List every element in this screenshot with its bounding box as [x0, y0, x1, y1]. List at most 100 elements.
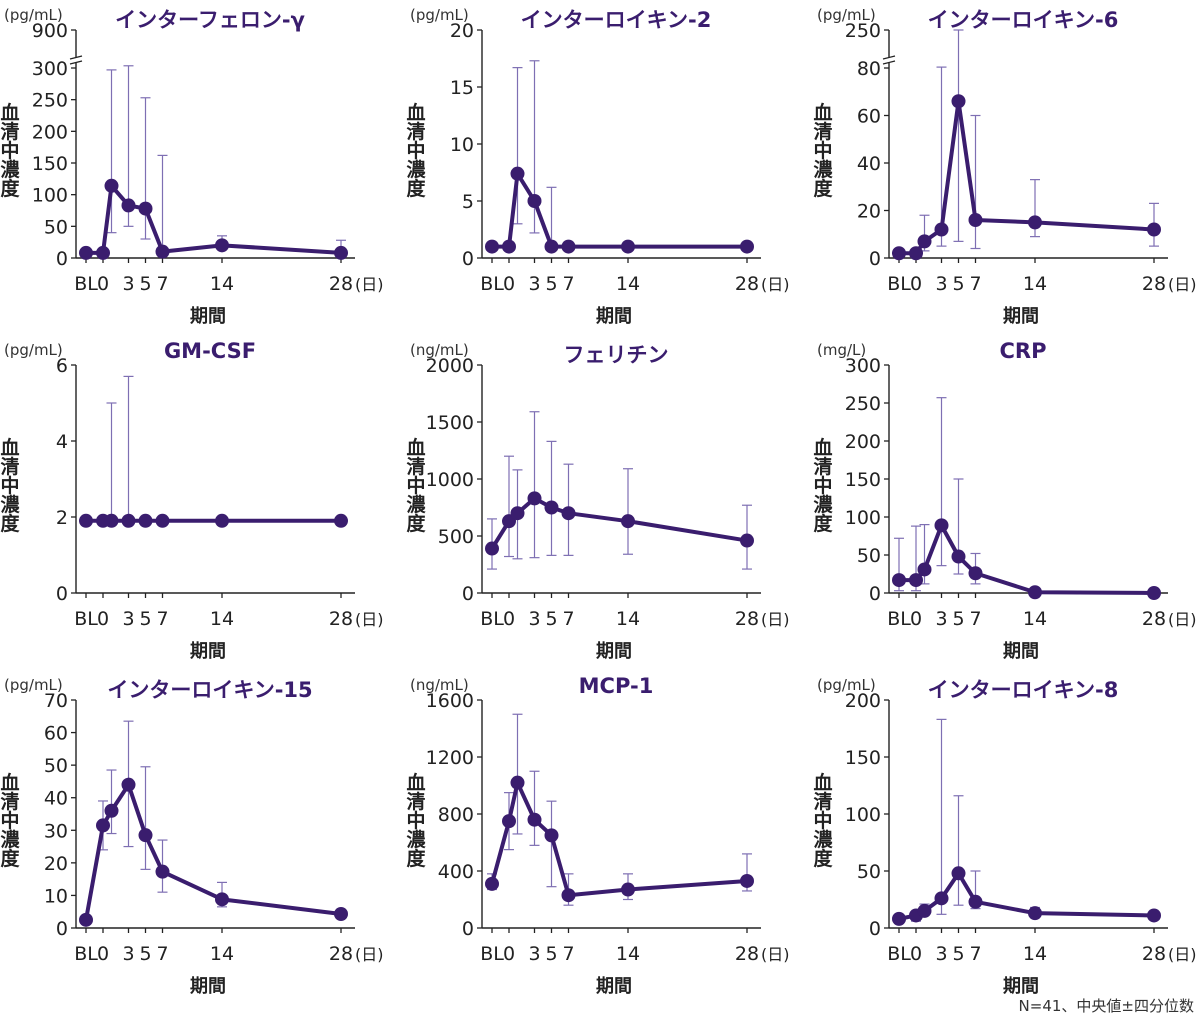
data-point [96, 818, 110, 833]
x-tick-label: 28 [735, 608, 759, 630]
chart-panel: (pg/mL) インターロイキン-6 血清中濃度 期間 0 20 40 60 80 250 BL 0 3… [813, 6, 1200, 346]
y-tick-label: 0 [869, 248, 881, 270]
y-tick-label: 2000 [426, 355, 474, 377]
y-tick-label: 20 [450, 20, 474, 42]
data-point [96, 245, 110, 260]
y-axis-label: 血清中濃度 [813, 437, 833, 535]
x-tick-label: 28 [1142, 273, 1166, 295]
chart-panel: (ng/mL) フェリチン 血清中濃度 期間 0 500 1000 1500 2000 BL 0 3 5… [406, 341, 806, 681]
data-point [951, 549, 966, 564]
y-tick-label: 2 [56, 507, 68, 529]
y-tick-label: 800 [438, 804, 474, 826]
x-tick-label: 7 [156, 273, 168, 295]
data-point [485, 541, 499, 556]
x-tick-label: 28 [1142, 608, 1166, 630]
y-tick-label: 250 [32, 90, 68, 112]
data-point [104, 178, 119, 193]
x-tick-label: 5 [139, 608, 151, 630]
chart-panel: (pg/mL) インターロイキン-8 血清中濃度 期間 0 50 100 150 200 BL 0 3… [813, 676, 1200, 1016]
y-tick-label: 0 [56, 248, 68, 270]
y-axis-label: 血清中濃度 [406, 772, 426, 870]
chart-title: CRP [999, 339, 1047, 363]
data-point [1147, 586, 1161, 600]
x-tick-label: 0 [503, 943, 515, 965]
x-axis-label: 期間 [190, 306, 226, 327]
median-line [84, 782, 342, 921]
data-point [1147, 222, 1161, 237]
x-tick-label: 5 [139, 943, 151, 965]
data-point [561, 888, 576, 903]
x-tick-label: 5 [545, 943, 557, 965]
median-line [899, 523, 1155, 595]
chart-title: インターロイキン-8 [927, 678, 1119, 702]
x-tick-label: 28 [735, 273, 759, 295]
y-axis-label: 血清中濃度 [406, 437, 426, 535]
x-tick-label: 5 [545, 273, 557, 295]
chart-title: インターロイキン-6 [927, 8, 1119, 32]
y-tick-label: 0 [462, 918, 474, 940]
y-tick-label: 1200 [426, 747, 474, 769]
x-tick-label: 0 [503, 273, 515, 295]
data-point [740, 533, 754, 548]
y-tick-label: 50 [44, 216, 68, 238]
y-tick-label: 0 [869, 918, 881, 940]
x-tick-label: BL [887, 943, 911, 965]
y-tick-label: 10 [450, 134, 474, 156]
y-tick-label: 30 [44, 820, 68, 842]
y-tick-label: 250 [845, 393, 881, 415]
y-unit-label: (pg/mL) [817, 6, 876, 24]
x-tick-label: 0 [910, 943, 922, 965]
data-point [485, 876, 499, 891]
y-tick-label: 150 [845, 747, 881, 769]
x-tick-label: 3 [528, 273, 540, 295]
y-tick-label: 400 [438, 861, 474, 883]
data-point [155, 864, 170, 879]
median-line [492, 171, 747, 249]
data-point [740, 239, 754, 254]
data-point [1028, 215, 1042, 230]
data-point [79, 912, 93, 927]
y-axis-label: 血清中濃度 [813, 772, 833, 870]
y-tick-label: 100 [845, 804, 881, 826]
data-point [544, 500, 559, 515]
y-tick-label: 0 [56, 918, 68, 940]
x-tick-label: 28 [329, 273, 353, 295]
y-tick-label: 200 [845, 690, 881, 712]
data-point [1147, 908, 1161, 923]
x-tick-label: 7 [562, 608, 574, 630]
chart-panel: (pg/mL) インターフェロン-γ 血清中濃度 期間 0 50 100 150 200 250 3… [0, 6, 400, 346]
data-point [502, 239, 516, 254]
data-point [892, 911, 906, 926]
y-axis-label: 血清中濃度 [0, 437, 20, 535]
x-unit-label: (日) [761, 275, 790, 294]
median-line [86, 183, 342, 255]
data-point [621, 239, 635, 254]
data-point [138, 513, 153, 528]
x-unit-label: (日) [1168, 945, 1197, 964]
data-point [510, 506, 525, 521]
data-point [79, 245, 93, 260]
x-axis-label: 期間 [190, 641, 226, 662]
data-point [892, 246, 906, 261]
y-unit-label: (ng/mL) [410, 341, 469, 359]
data-point [215, 238, 229, 253]
x-tick-label: 14 [1023, 943, 1047, 965]
x-tick-label: 5 [545, 608, 557, 630]
data-point [334, 906, 348, 921]
data-point [155, 244, 170, 259]
footnote: N=41、中央値±四分位数 [1018, 997, 1194, 1015]
x-tick-label: 7 [562, 273, 574, 295]
y-tick-label: 1600 [426, 690, 474, 712]
x-tick-label: 28 [329, 943, 353, 965]
data-point [909, 246, 923, 261]
x-tick-label: 14 [1023, 608, 1047, 630]
data-point [951, 94, 966, 109]
chart-panel: (pg/mL) GM-CSF 血清中濃度 期間 0 2 4 6 BL 0 3 5 7 14 28 (日) [0, 339, 400, 681]
data-point [968, 894, 983, 909]
x-tick-label: 0 [97, 608, 109, 630]
data-point [104, 513, 119, 528]
data-point [621, 882, 635, 897]
